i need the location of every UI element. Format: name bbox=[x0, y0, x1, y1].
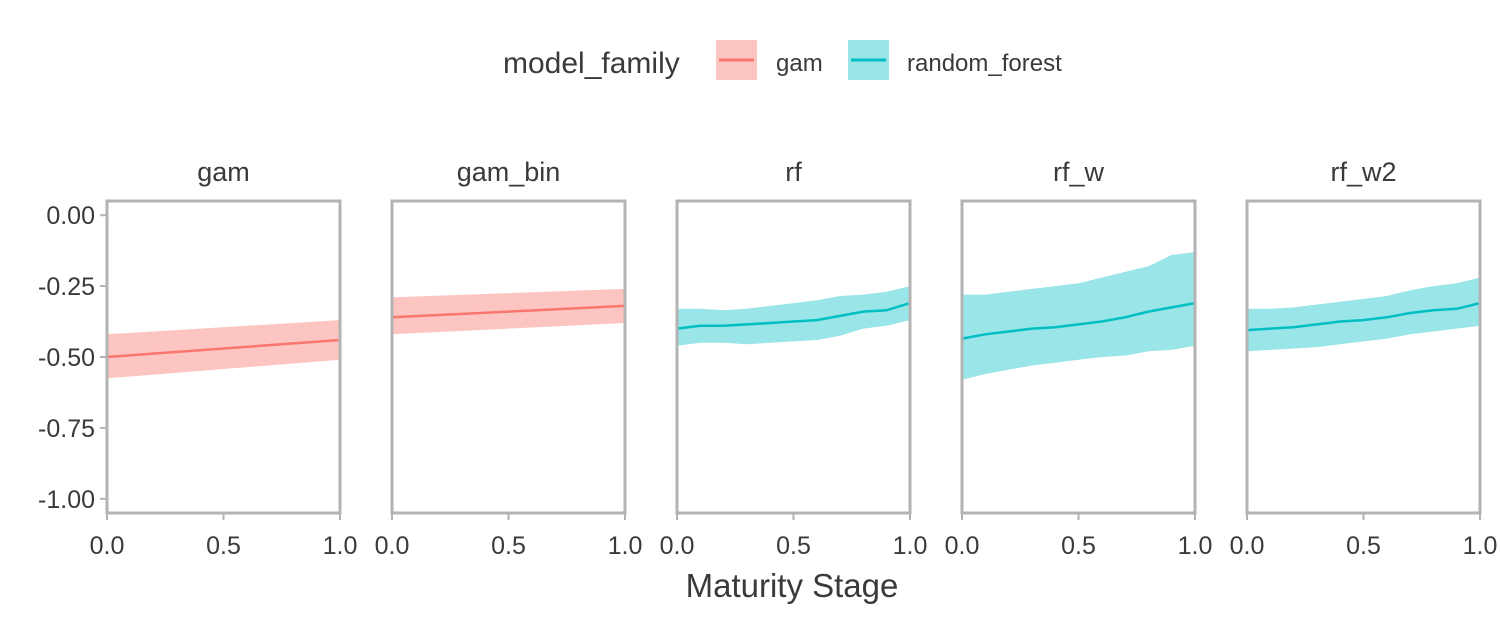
legend-label: gam bbox=[776, 50, 823, 77]
y-tick-label: -0.50 bbox=[38, 344, 95, 372]
y-axis: 0.00 -0.25 -0.50 -0.75 -1.00 bbox=[38, 202, 107, 514]
x-tick-label: 1.0 bbox=[1463, 532, 1498, 560]
x-tick-label: 0.0 bbox=[945, 532, 980, 560]
strip-label-gam-bin: gam_bin bbox=[457, 157, 561, 187]
series-line-gam bbox=[106, 338, 341, 359]
confidence-band-rf-w bbox=[962, 252, 1195, 380]
series-line-gam-bin bbox=[391, 304, 626, 319]
panel-border-gam-bin bbox=[390, 199, 627, 515]
panel-gam-bin: gam_bin 0.0 0.5 1.0 bbox=[375, 157, 643, 560]
series-line-rf-w2 bbox=[1246, 301, 1481, 332]
legend: model_family gam random_forest bbox=[503, 40, 1062, 80]
x-tick-label: 1.0 bbox=[608, 532, 643, 560]
x-tick-label: 0.0 bbox=[90, 532, 125, 560]
y-tick-label: -0.25 bbox=[38, 273, 95, 301]
strip-label-rf: rf bbox=[785, 157, 802, 187]
panel-rf-w2: rf_w2 0.0 0.5 1.0 bbox=[1230, 157, 1498, 560]
legend-entry-random-forest: random_forest bbox=[848, 40, 1062, 80]
x-tick-label: 0.5 bbox=[1061, 532, 1096, 560]
panel-border-rf bbox=[675, 199, 912, 515]
x-tick-label: 1.0 bbox=[893, 532, 928, 560]
strip-label-rf-w2: rf_w2 bbox=[1330, 157, 1396, 187]
x-tick-label: 0.0 bbox=[660, 532, 695, 560]
x-tick-label: 0.0 bbox=[375, 532, 410, 560]
x-axis-title: Maturity Stage bbox=[686, 567, 899, 604]
strip-label-rf-w: rf_w bbox=[1053, 157, 1105, 187]
strip-label-gam: gam bbox=[197, 157, 250, 187]
series-line-rf-w bbox=[961, 301, 1196, 340]
y-tick-label: 0.00 bbox=[46, 202, 95, 230]
legend-entry-gam: gam bbox=[716, 40, 823, 80]
legend-title: model_family bbox=[503, 47, 680, 80]
panel-border-rf-w2 bbox=[1245, 199, 1482, 515]
series-line-rf bbox=[676, 301, 911, 330]
x-tick-label: 0.5 bbox=[776, 532, 811, 560]
x-tick-label: 1.0 bbox=[323, 532, 358, 560]
confidence-band-rf-w2 bbox=[1247, 277, 1480, 352]
panel-gam: gam 0.0 0.5 1.0 bbox=[90, 157, 358, 560]
x-tick-label: 0.0 bbox=[1230, 532, 1265, 560]
legend-label: random_forest bbox=[907, 50, 1062, 77]
y-tick-label: -1.00 bbox=[38, 486, 95, 514]
panel-rf: rf 0.0 0.5 1.0 bbox=[660, 157, 928, 560]
x-tick-label: 0.5 bbox=[491, 532, 526, 560]
panel-rf-w: rf_w 0.0 0.5 1.0 bbox=[945, 157, 1213, 560]
y-tick-label: -0.75 bbox=[38, 415, 95, 443]
confidence-band-rf bbox=[677, 286, 910, 346]
x-tick-label: 0.5 bbox=[1346, 532, 1381, 560]
x-tick-label: 1.0 bbox=[1178, 532, 1213, 560]
x-tick-label: 0.5 bbox=[206, 532, 241, 560]
